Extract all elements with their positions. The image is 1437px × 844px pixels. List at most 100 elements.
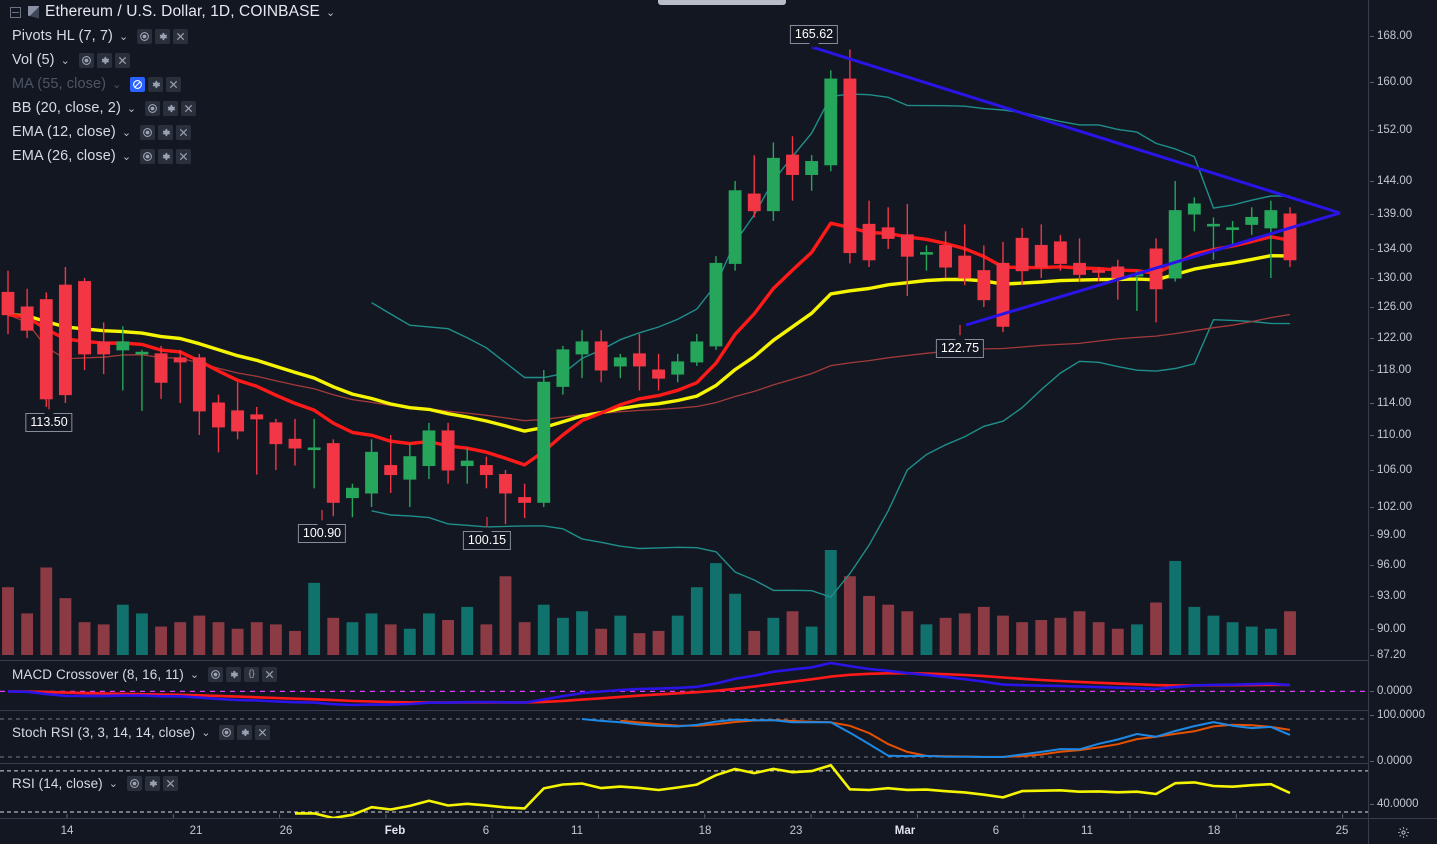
eye-off-icon[interactable]: [130, 76, 146, 92]
collapse-icon[interactable]: [10, 6, 21, 18]
pivot-nub: [954, 335, 965, 340]
candle-body: [1053, 241, 1067, 264]
close-icon[interactable]: [114, 52, 130, 68]
price-axis-tick: 106.00: [1369, 464, 1413, 476]
legend-item-vol[interactable]: Vol (5) ⌄: [0, 48, 420, 72]
legend-item-ma[interactable]: MA (55, close) ⌄: [0, 72, 420, 96]
settings-gear-icon[interactable]: [96, 52, 112, 68]
chevron-down-icon[interactable]: ⌄: [118, 30, 129, 43]
time-axis[interactable]: 14 21 26 Feb 6 11 18 23 Mar 6 11 18 25: [0, 818, 1437, 844]
eye-icon[interactable]: [137, 28, 153, 44]
eye-icon[interactable]: [145, 100, 161, 116]
volume-bar: [97, 624, 110, 655]
chart-settings-gear-icon[interactable]: [1368, 819, 1437, 844]
settings-gear-icon[interactable]: [148, 76, 164, 92]
settings-gear-icon[interactable]: [158, 148, 174, 164]
candle-body: [1111, 266, 1125, 279]
volume-bar: [308, 582, 321, 655]
settings-gear-icon[interactable]: [155, 28, 171, 44]
close-icon[interactable]: [173, 28, 189, 44]
volume-bar: [805, 626, 818, 655]
sub-axis-tick: 40.0000: [1370, 798, 1419, 810]
candle-body: [862, 223, 876, 261]
candle-body: [633, 353, 646, 367]
candle-body: [1264, 210, 1278, 229]
symbol-legend-row[interactable]: Ethereum / U.S. Dollar, 1D, COINBASE ⌄: [0, 0, 420, 24]
close-icon[interactable]: [262, 666, 278, 682]
volume-bar: [78, 622, 91, 655]
close-icon[interactable]: [255, 724, 271, 740]
candle-body: [78, 281, 91, 355]
candle-body: [824, 78, 838, 166]
volume-bar: [614, 615, 627, 655]
eye-icon[interactable]: [127, 775, 142, 791]
legend-item-bb[interactable]: BB (20, close, 2) ⌄: [0, 96, 420, 120]
candle-body: [173, 357, 187, 363]
exchange-flag-icon: [28, 5, 39, 19]
chevron-down-icon[interactable]: ⌄: [325, 6, 336, 19]
time-axis-label: 18: [698, 825, 712, 837]
price-axis-tick: 96.00: [1370, 559, 1406, 571]
candle-body: [20, 306, 34, 331]
close-icon[interactable]: [181, 100, 197, 116]
eye-icon[interactable]: [208, 666, 224, 682]
eye-icon[interactable]: [78, 52, 94, 68]
pane-legend-macd[interactable]: MACD Crossover (8, 16, 11) ⌄ {}: [0, 664, 278, 684]
legend-item-buttons: [140, 124, 192, 140]
pivot-price-label: 100.90: [297, 520, 347, 543]
candle-body: [747, 193, 761, 212]
volume-bar: [423, 613, 435, 655]
volume-bar: [652, 630, 665, 655]
pane-legend-stochrsi[interactable]: Stoch RSI (3, 3, 14, 14, close) ⌄: [0, 722, 271, 742]
candle-body: [652, 369, 665, 379]
sub-axis-tick: 100.0000: [1370, 709, 1425, 721]
candle-body: [422, 430, 436, 467]
legend-item-ema[interactable]: EMA (26, close) ⌄: [0, 144, 420, 168]
candle-body: [403, 456, 417, 480]
settings-gear-icon[interactable]: [237, 724, 253, 740]
pane-legend-buttons: [127, 775, 178, 791]
chevron-down-icon[interactable]: ⌄: [201, 726, 211, 739]
chevron-down-icon[interactable]: ⌄: [121, 150, 132, 163]
pane-legend-rsi[interactable]: RSI (14, close) ⌄: [0, 773, 178, 793]
candlestick-series: [1, 49, 1297, 525]
candle-body: [1092, 270, 1106, 273]
price-axis-tick: 126.00: [1369, 301, 1413, 313]
close-icon[interactable]: [176, 148, 192, 164]
time-axis-label: 26: [279, 825, 293, 837]
candle-body: [939, 244, 953, 268]
close-icon[interactable]: [163, 775, 178, 791]
chevron-down-icon[interactable]: ⌄: [121, 126, 132, 139]
chevron-down-icon[interactable]: ⌄: [126, 102, 137, 115]
volume-bar: [1130, 624, 1143, 655]
volume-bar: [863, 595, 875, 655]
close-icon[interactable]: [166, 76, 182, 92]
settings-gear-icon[interactable]: [226, 666, 242, 682]
chevron-down-icon[interactable]: ⌄: [108, 777, 118, 790]
toolbar-chip[interactable]: [658, 0, 786, 5]
volume-bar: [1150, 602, 1162, 655]
pivot-nub: [44, 409, 54, 414]
eye-icon[interactable]: [140, 124, 156, 140]
settings-gear-icon[interactable]: [145, 775, 160, 791]
settings-gear-icon[interactable]: [158, 124, 174, 140]
source-code-icon[interactable]: {}: [244, 666, 260, 682]
price-axis[interactable]: 168.00 160.00 152.00 144.00 139.00 134.00 130.…: [1368, 0, 1437, 844]
chevron-down-icon[interactable]: ⌄: [60, 54, 70, 67]
candle-body: [384, 465, 398, 476]
volume-bar: [1245, 626, 1258, 655]
legend-item-pivots[interactable]: Pivots HL (7, 7) ⌄: [0, 24, 420, 48]
volume-bar: [690, 587, 703, 655]
legend-item-ema[interactable]: EMA (12, close) ⌄: [0, 120, 420, 144]
volume-bar: [710, 563, 722, 655]
chevron-down-icon[interactable]: ⌄: [189, 668, 200, 681]
time-axis-label: Feb: [384, 825, 406, 837]
candle-body: [250, 414, 264, 420]
chevron-down-icon[interactable]: ⌄: [112, 78, 122, 91]
eye-icon[interactable]: [140, 148, 156, 164]
legend-item-label: Pivots HL (7, 7): [12, 28, 113, 44]
settings-gear-icon[interactable]: [163, 100, 179, 116]
close-icon[interactable]: [176, 124, 192, 140]
eye-icon[interactable]: [219, 724, 235, 740]
volume-bar: [289, 630, 301, 655]
